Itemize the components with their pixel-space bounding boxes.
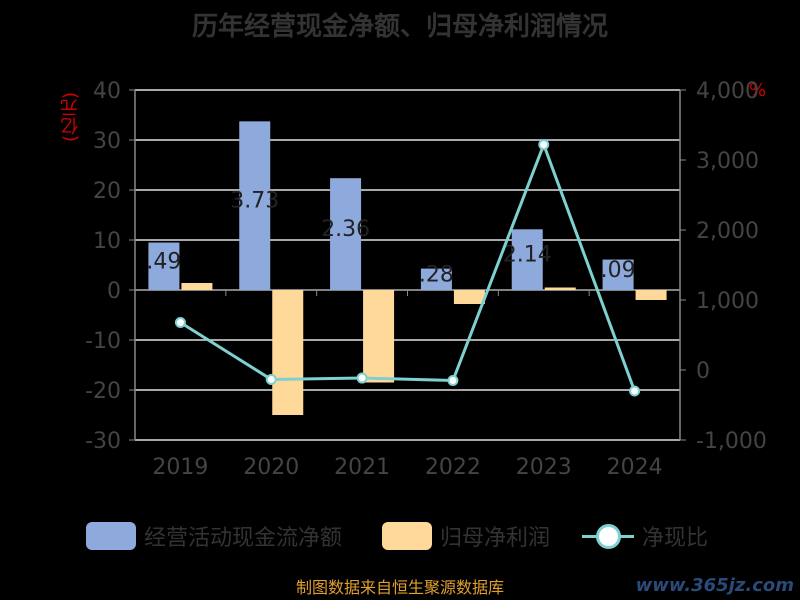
legend-item-netprofit[interactable]: 归母净利润 <box>382 518 550 554</box>
y-right-tick-label: 3,000 <box>696 149 759 174</box>
bar-data-label: .09 <box>601 258 636 283</box>
bar-cashflow <box>239 121 271 290</box>
x-tick-label: 2023 <box>516 455 572 480</box>
source-footer: 制图数据来自恒生聚源数据库 <box>295 578 504 597</box>
x-tick-label: 2021 <box>334 455 390 480</box>
y-right-tick-label: 1,000 <box>696 289 759 314</box>
line-ratio-point <box>447 375 459 386</box>
y-left-tick-label: -20 <box>85 379 121 404</box>
legend-label-cashflow: 经营活动现金流净额 <box>144 526 343 551</box>
bar-cashflow <box>330 178 362 290</box>
bar-cashflow <box>602 259 634 290</box>
line-ratio-point <box>174 317 186 329</box>
y-right-tick-label: 2,000 <box>696 219 759 244</box>
bar-cashflow <box>420 268 452 290</box>
bar-data-label: 2.14 <box>503 243 552 268</box>
y-left-tick-label: 40 <box>93 79 121 104</box>
watermark: www.365jz.com <box>635 575 794 596</box>
line-ratio <box>179 140 636 392</box>
bar-netprofit <box>544 287 576 290</box>
bar-data-label: 3.73 <box>230 189 279 214</box>
legend-swatch-netprofit <box>382 522 432 550</box>
x-tick-label: 2024 <box>607 455 663 480</box>
bar-netprofit <box>272 290 304 415</box>
bar-netprofit <box>635 290 667 300</box>
legend-item-cashflow[interactable]: 经营活动现金流净额 <box>86 518 342 554</box>
bar-data-label: .28 <box>419 262 454 287</box>
legend-label-netprofit: 归母净利润 <box>440 526 551 551</box>
x-tick-label: 2020 <box>243 455 299 480</box>
y-left-tick-label: -30 <box>85 429 121 454</box>
y-left-tick-label: 0 <box>107 279 121 304</box>
line-ratio-point <box>538 139 550 151</box>
bar-data-label: 2.36 <box>321 217 370 242</box>
y-left-tick-label: -10 <box>85 329 121 354</box>
legend-item-ratio[interactable]: 净现比 <box>582 518 708 554</box>
y-right-tick-label: 0 <box>696 359 710 384</box>
line-ratio-point <box>356 372 368 384</box>
legend-line-ratio <box>582 522 634 550</box>
y-right-tick-label: 4,000 <box>696 79 759 104</box>
chart-legend: 经营活动现金流净额 归母净利润 净现比 <box>0 518 800 554</box>
y-right-tick-label: -1,000 <box>696 429 767 454</box>
legend-swatch-cashflow <box>86 522 136 550</box>
line-ratio-point <box>265 373 277 385</box>
bar-cashflow <box>511 229 543 290</box>
x-tick-label: 2019 <box>152 455 208 480</box>
legend-label-ratio: 净现比 <box>642 526 709 551</box>
y-left-tick-label: 30 <box>93 129 121 154</box>
line-ratio-point <box>629 385 641 397</box>
y-left-tick-label: 20 <box>93 179 121 204</box>
bar-netprofit <box>363 290 395 383</box>
bar-data-label: .49 <box>146 249 181 274</box>
legend-line-marker <box>596 524 621 549</box>
x-tick-label: 2022 <box>425 455 481 480</box>
bar-cashflow <box>148 242 180 290</box>
bar-netprofit <box>453 290 485 304</box>
bar-netprofit <box>181 283 213 290</box>
y-left-tick-label: 10 <box>93 229 121 254</box>
right-axis-unit: % <box>749 80 767 101</box>
chart-title: 历年经营现金净额、归母净利润情况 <box>191 12 608 42</box>
